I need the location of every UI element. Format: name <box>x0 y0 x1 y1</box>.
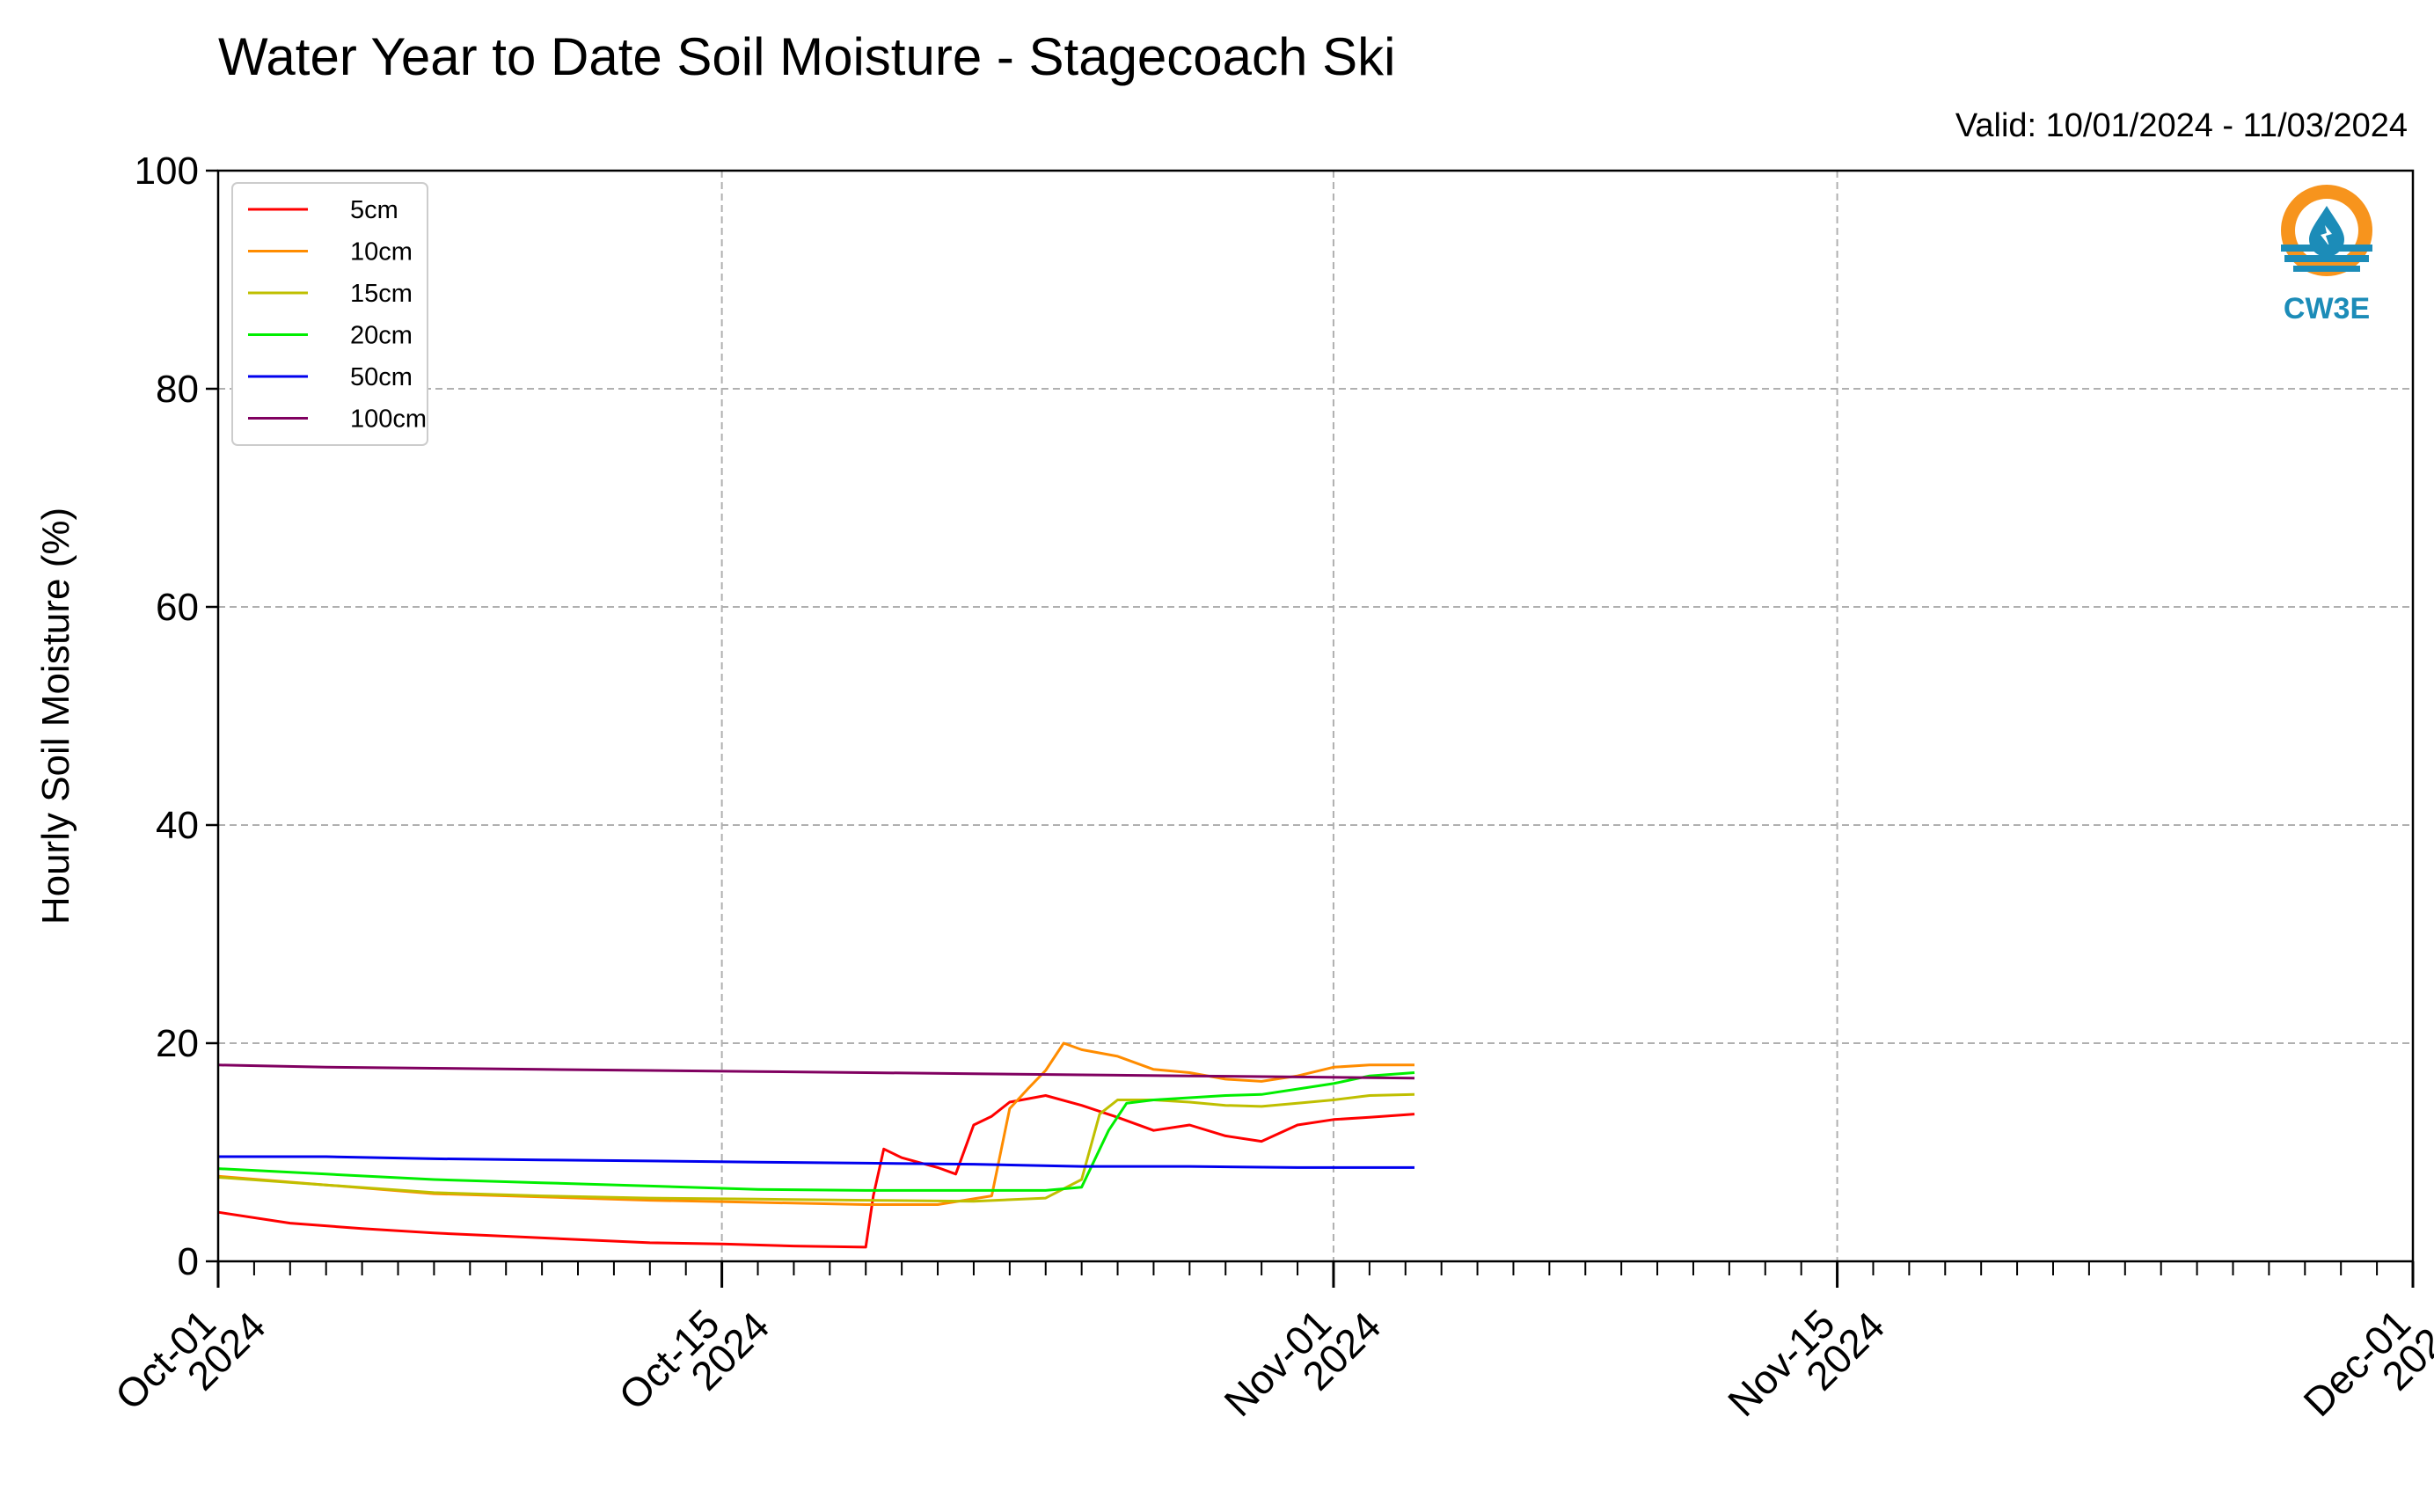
series-line-50cm <box>218 1155 1414 1169</box>
series-line-20cm <box>217 1071 1415 1192</box>
y-tick-labels: 0 20 40 60 80 100 <box>135 150 199 1283</box>
series-lines <box>217 1041 1415 1249</box>
y-axis-label: Hourly Soil Moisture (%) <box>34 508 77 924</box>
y-tick-label: 100 <box>135 150 199 193</box>
legend-label-15cm: 15cm <box>350 280 413 308</box>
legend-label-5cm: 5cm <box>350 196 398 224</box>
y-tick-label: 60 <box>156 586 199 629</box>
legend-label-100cm: 100cm <box>350 405 427 434</box>
y-tick-label: 40 <box>156 804 199 847</box>
plot-frame <box>216 169 2415 1263</box>
chart-title: Water Year to Date Soil Moisture - Stage… <box>218 27 1396 86</box>
y-tick-label: 20 <box>156 1022 199 1065</box>
cw3e-logo: CW3E <box>2281 185 2372 325</box>
series-line-5cm <box>217 1094 1415 1249</box>
series-line-15cm <box>217 1092 1415 1203</box>
valid-date-range: Valid: 10/01/2024 - 11/03/2024 <box>1955 107 2408 144</box>
series-line-10cm <box>217 1041 1414 1206</box>
legend: 5cm 10cm 15cm 20cm 50cm 100cm <box>231 182 428 446</box>
grid-lines <box>218 171 2413 1261</box>
axis-ticks <box>206 169 2415 1288</box>
legend-box <box>231 182 428 446</box>
legend-label-10cm: 10cm <box>350 238 413 267</box>
legend-label-20cm: 20cm <box>350 322 413 350</box>
y-tick-label: 0 <box>178 1240 199 1283</box>
legend-label-50cm: 50cm <box>350 363 413 391</box>
series-line-100cm <box>217 1063 1415 1080</box>
logo-text: CW3E <box>2284 292 2370 325</box>
y-tick-label: 80 <box>156 368 199 411</box>
